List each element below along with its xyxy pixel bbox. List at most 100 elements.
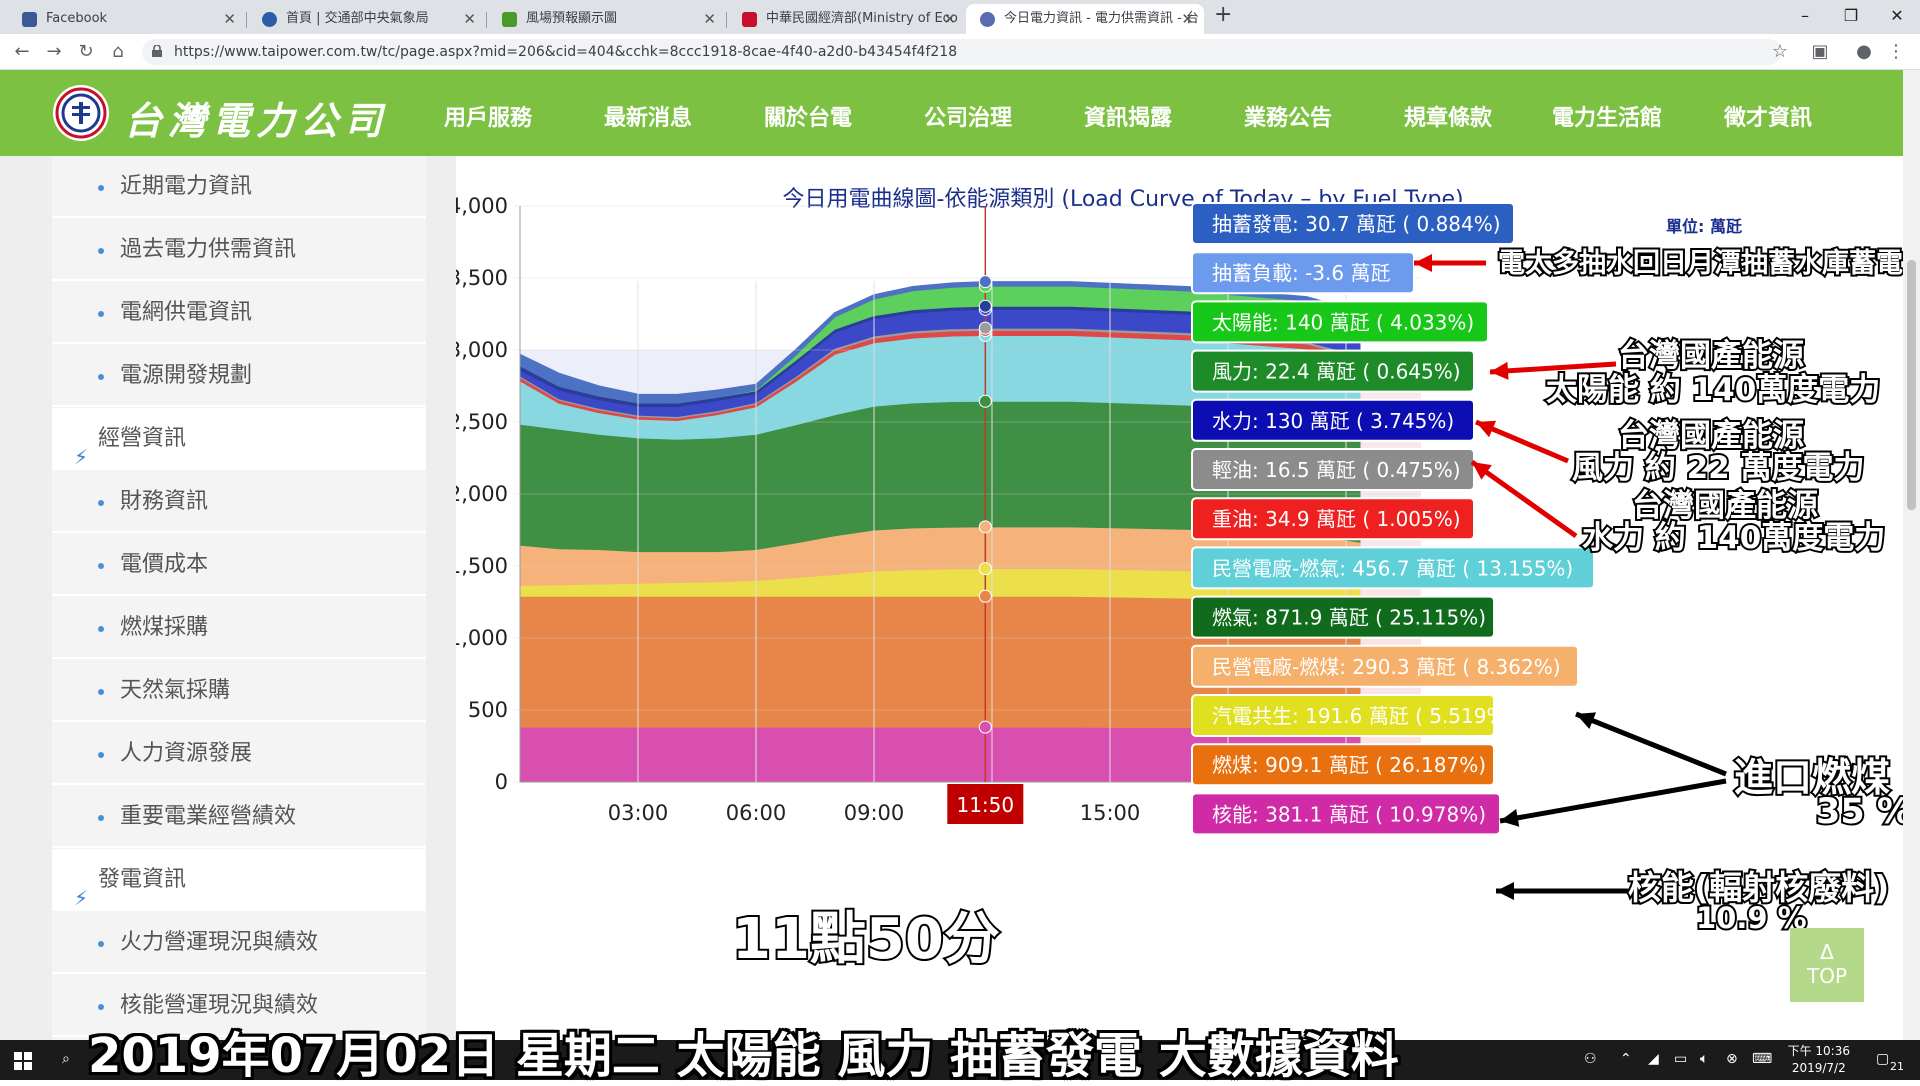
close-tab-icon[interactable]: ✕ [703, 10, 716, 28]
close-tab-icon[interactable]: ✕ [943, 10, 956, 28]
address-bar[interactable]: https://www.taipower.com.tw/tc/page.aspx… [142, 39, 1782, 65]
nav-disclosure[interactable]: 資訊揭露 [1084, 106, 1173, 131]
sidebar-item-nuclear[interactable]: 核能營運現況與績效 [52, 975, 426, 1037]
sidebar-category-generation[interactable]: ⚡ 發電資訊 [52, 849, 426, 911]
browser-tab[interactable]: 中華民國經濟部(Ministry of Eco ✕ [728, 4, 966, 34]
bullet-icon [98, 1004, 104, 1010]
menu-icon[interactable]: ⋮ [1887, 41, 1905, 62]
annotation-wind-line2: 風力 約 22 萬度電力 [1572, 450, 1865, 486]
tab-title: Facebook [46, 11, 108, 26]
lightning-icon: ⚡ [74, 886, 89, 910]
tray-chevron-up-icon[interactable]: ⌃ [1620, 1051, 1632, 1067]
tooltip-row [1191, 448, 1475, 491]
logo-text[interactable]: 台灣電力公司 [124, 98, 389, 143]
volume-icon[interactable]: 🔈︎ [1700, 1051, 1709, 1067]
nav-customer-service[interactable]: 用戶服務 [444, 106, 533, 131]
reload-icon[interactable]: ↻ [78, 41, 94, 62]
bullet-icon [98, 500, 104, 506]
back-icon[interactable]: ← [14, 41, 30, 62]
nav-announcements[interactable]: 業務公告 [1244, 106, 1333, 131]
notification-icon[interactable]: ▢ [1876, 1051, 1890, 1067]
sidebar-category-operations[interactable]: ⚡ 經營資訊 [52, 408, 426, 470]
home-icon[interactable]: ⌂ [112, 41, 124, 62]
nav-regulations[interactable]: 規章條款 [1404, 106, 1493, 131]
windows-start-icon[interactable] [14, 1052, 32, 1070]
tooltip-row [1191, 398, 1475, 442]
sidebar-item-gas-procurement[interactable]: 天然氣採購 [52, 660, 426, 722]
bookmark-star-icon[interactable]: ☆ [1771, 41, 1789, 62]
tooltip-row [1191, 349, 1475, 393]
extension-icon[interactable]: ▣ [1811, 41, 1829, 62]
system-clock[interactable]: 下午 10:36 2019/7/2 [1788, 1043, 1850, 1077]
page-scrollbar[interactable] [1903, 70, 1920, 1040]
forward-icon[interactable]: → [46, 41, 62, 62]
tooltip-row [1191, 300, 1489, 344]
bullet-icon [98, 626, 104, 632]
sidebar-item-performance[interactable]: 重要電業經營績效 [52, 786, 426, 848]
bullet-icon [98, 752, 104, 758]
sidebar-item-label: 電價成本 [120, 552, 209, 577]
cursor-marker [978, 299, 992, 313]
nav-governance[interactable]: 公司治理 [924, 106, 1013, 131]
annotation-hydro-line1: 台灣國產能源 [1632, 488, 1818, 524]
browser-tab-active[interactable]: 今日電力資訊 - 電力供需資訊 - 台 ✕ [966, 4, 1204, 34]
restore-icon[interactable]: ❐ [1843, 6, 1859, 25]
coal-arrow-2-head [1500, 809, 1520, 827]
minimize-icon[interactable]: – [1801, 6, 1809, 25]
taipower-logo-icon[interactable] [52, 84, 110, 142]
x-tick-label: 06:00 [726, 801, 787, 825]
sidebar-item-thermal[interactable]: 火力營運現況與績效 [52, 912, 426, 974]
profile-icon[interactable]: ● [1856, 41, 1872, 62]
y-tick-label: 3,000 [456, 338, 508, 362]
cursor-marker [978, 720, 992, 734]
close-tab-icon[interactable]: ✕ [463, 10, 476, 28]
sidebar-item-label: 經營資訊 [98, 426, 187, 451]
sidebar-item-recent-power[interactable]: 近期電力資訊 [52, 156, 426, 218]
sidebar-item-past-supply[interactable]: 過去電力供需資訊 [52, 219, 426, 281]
notification-count: 21 [1890, 1060, 1904, 1073]
battery-icon[interactable]: ▭ [1674, 1051, 1688, 1067]
nav-electricity-museum[interactable]: 電力生活館 [1552, 106, 1663, 131]
sidebar-item-hr[interactable]: 人力資源發展 [52, 723, 426, 785]
sidebar-item-coal-procurement[interactable]: 燃煤採購 [52, 597, 426, 659]
search-icon[interactable]: ⌕ [62, 1051, 70, 1067]
back-to-top-button[interactable]: Δ TOP [1790, 928, 1864, 1002]
sidebar-item-grid-supply[interactable]: 電網供電資訊 [52, 282, 426, 344]
annotation-hydro-line2: 水力 約 140萬度電力 [1582, 520, 1885, 556]
facebook-favicon-icon [22, 12, 37, 27]
nav-careers[interactable]: 徵才資訊 [1724, 106, 1813, 131]
keyboard-icon[interactable]: ⌨ [1752, 1051, 1773, 1067]
nav-about[interactable]: 關於台電 [764, 106, 853, 131]
close-tab-icon[interactable]: ✕ [223, 10, 236, 28]
people-icon[interactable]: ⚇ [1584, 1051, 1597, 1067]
coal-arrow-2 [1499, 778, 1727, 824]
browser-tab[interactable]: 首頁 | 交通部中央氣象局 ✕ [248, 4, 486, 34]
cursor-time-label: 11:50 [956, 793, 1014, 817]
browser-tab[interactable]: Facebook ✕ [8, 4, 246, 34]
bullet-icon [98, 689, 104, 695]
sidebar-item-power-development[interactable]: 電源開發規劃 [52, 345, 426, 407]
network-icon[interactable]: ◢ [1648, 1051, 1659, 1067]
tooltip-row-text: 抽蓄負載: -3.6 萬瓩 [1212, 261, 1390, 285]
tooltip-row-text: 輕油: 16.5 萬瓩 ( 0.475%) [1212, 458, 1461, 482]
annotation-solar-line1: 台灣國產能源 [1618, 338, 1804, 374]
sidebar-item-price-cost[interactable]: 電價成本 [52, 534, 426, 596]
scrollbar-thumb[interactable] [1907, 260, 1916, 510]
bullet-icon [98, 563, 104, 569]
tooltip-row [1191, 202, 1515, 245]
y-tick-label: 500 [468, 698, 508, 722]
sidebar-item-label: 電網供電資訊 [120, 300, 253, 325]
ime-icon[interactable]: ⊗ [1726, 1051, 1738, 1067]
moea-favicon-icon [742, 12, 757, 27]
annotation-pumped: 電太多抽水回日月潭抽蓄水庫蓄電 [1498, 248, 1903, 279]
tooltip-row [1191, 497, 1475, 541]
new-tab-icon[interactable]: + [1214, 2, 1233, 27]
nav-news[interactable]: 最新消息 [604, 106, 693, 131]
close-window-icon[interactable]: ✕ [1890, 6, 1904, 25]
load-curve-chart: 今日用電曲線圖-依能源類別 (Load Curve of Today – by … [456, 187, 1903, 974]
taipower-favicon-icon [980, 12, 995, 27]
sidebar-item-finance[interactable]: 財務資訊 [52, 471, 426, 533]
tooltip-row-text: 民營電廠-燃煤: 290.3 萬瓩 ( 8.362%) [1212, 655, 1561, 679]
browser-tab[interactable]: 風場預報顯示圖 ✕ [488, 4, 726, 34]
close-tab-icon[interactable]: ✕ [1181, 10, 1194, 28]
